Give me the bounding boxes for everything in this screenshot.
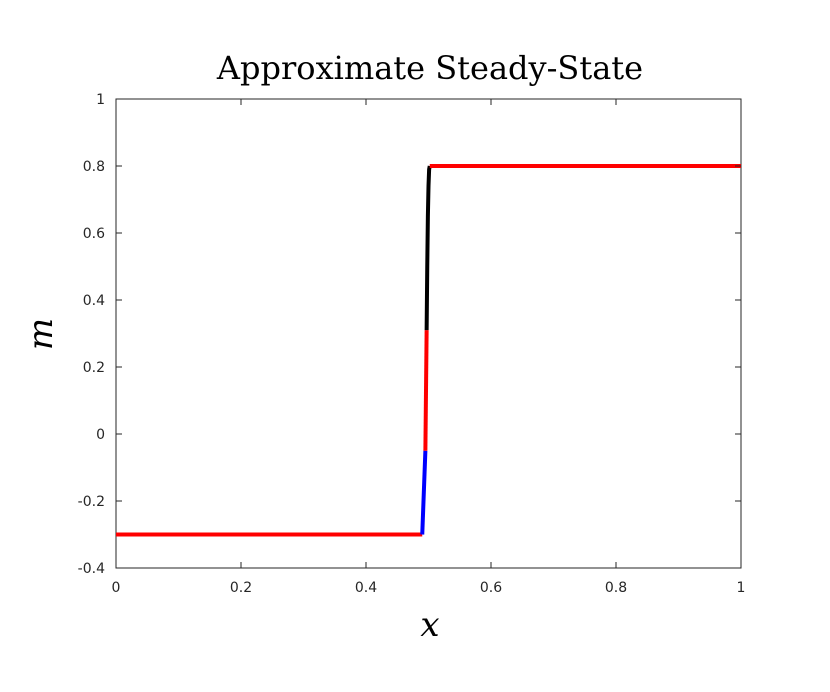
series-line-1 — [420, 450, 428, 535]
x-tick-label: 1 — [737, 580, 746, 596]
chart-title: Approximate Steady-State — [216, 49, 643, 87]
series-line-3 — [424, 165, 432, 331]
y-tick-label: 0.8 — [83, 159, 105, 175]
x-tick-label: 0.6 — [480, 580, 502, 596]
x-tick-label: 0.4 — [355, 580, 377, 596]
y-tick-label: 0.6 — [83, 226, 105, 242]
x-tick-label: 0 — [112, 580, 121, 596]
y-tick-label: -0.4 — [78, 561, 105, 577]
y-tick-label: 0.4 — [83, 293, 105, 309]
series-line-2 — [423, 330, 429, 451]
y-tick-label: 0 — [96, 427, 105, 443]
y-axis-label: m — [21, 318, 61, 350]
y-tick-label: -0.2 — [78, 494, 105, 510]
y-tick-label: 1 — [96, 92, 105, 108]
x-tick-label: 0.8 — [605, 580, 627, 596]
x-axis-label: x — [420, 605, 439, 645]
y-tick-label: 0.2 — [83, 360, 105, 376]
x-tick-label: 0.2 — [230, 580, 252, 596]
